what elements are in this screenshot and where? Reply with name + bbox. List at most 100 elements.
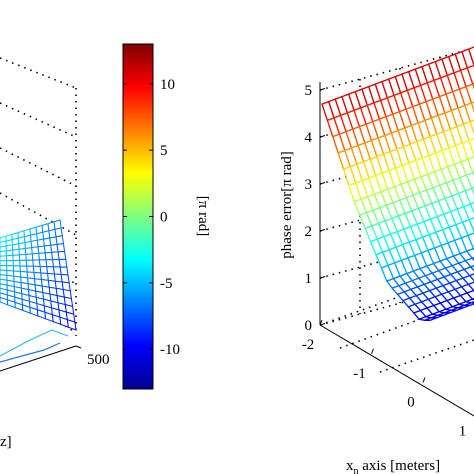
- left-mesh-cell: [66, 318, 77, 331]
- right-surface-mesh: [321, 46, 474, 321]
- left-x-axis-label: z]: [0, 434, 12, 450]
- right-floor-gridline: [319, 269, 474, 326]
- left-mesh-cell: [0, 260, 8, 267]
- left-mesh-cell: [0, 255, 8, 262]
- xlabel-main: x: [346, 458, 354, 474]
- right-mesh-cell: [467, 281, 474, 292]
- right-mesh-cell: [465, 83, 474, 104]
- left-mesh-cell: [56, 243, 66, 253]
- left-x-tick: [75, 345, 82, 349]
- left-gridline: [0, 102, 77, 138]
- right-z-tick-label: 5: [305, 83, 313, 99]
- colorbar-ticks: 10 5 0 -5 -10: [123, 77, 180, 358]
- right-mesh-cell: [465, 247, 474, 259]
- xlabel-rest: axis [meters]: [359, 458, 441, 474]
- left-gridline: [0, 57, 77, 89]
- left-mesh-cell: [19, 259, 28, 267]
- left-mesh-cell: [6, 260, 14, 267]
- colorbar-tick-label: 5: [160, 143, 168, 159]
- left-mesh-cell: [18, 247, 27, 256]
- right-z-tick-mark: [319, 229, 326, 232]
- left-mesh-cell: [26, 265, 35, 274]
- left-base-edge: [0, 345, 77, 372]
- left-contour: [0, 329, 69, 357]
- right-mesh-cell: [463, 266, 474, 277]
- left-contour: [0, 342, 61, 363]
- left-axes-box: [0, 57, 82, 372]
- left-mesh-cell: [5, 254, 14, 262]
- left-mesh-cell: [57, 250, 67, 260]
- left-gridline: [0, 147, 77, 187]
- right-z-tick-label: 3: [305, 177, 313, 193]
- right-z-tick-label: 2: [305, 224, 313, 240]
- right-mesh-cell: [461, 218, 474, 237]
- left-mesh-cell: [25, 259, 34, 267]
- right-z-tick-mark: [319, 323, 326, 326]
- left-mesh-cell: [18, 253, 27, 261]
- right-mesh-cell: [466, 64, 474, 86]
- left-mesh-cell: [12, 259, 21, 267]
- left-gridline: [0, 192, 77, 236]
- colorbar-label: [π rad]: [195, 196, 211, 236]
- colorbar-gradient: [122, 43, 154, 390]
- colorbar-tick-label: -5: [160, 276, 173, 292]
- right-mesh-cell: [470, 101, 474, 113]
- right-mesh-cell: [468, 273, 474, 282]
- right-mesh-cell: [468, 137, 474, 158]
- right-mesh-cell: [464, 257, 474, 268]
- left-mesh-cell: [59, 266, 69, 276]
- right-mesh-cell: [467, 232, 474, 250]
- right-z-tick-label: 0: [305, 318, 313, 334]
- right-mesh-cell: [471, 186, 474, 196]
- right-mesh-cell: [469, 265, 474, 272]
- right-mesh-cell: [464, 102, 474, 123]
- right-x-ticks: -2 -1 0 1: [302, 319, 467, 439]
- left-mesh-cell: [12, 254, 21, 262]
- left-mesh-cell: [32, 259, 41, 267]
- right-gridline: [319, 235, 474, 279]
- right-x-axis-label: xn axis [meters]: [346, 458, 440, 474]
- right-mesh-cell: [469, 202, 474, 215]
- right-x-tick-label: 0: [407, 395, 415, 411]
- xlabel-subscript: n: [354, 466, 359, 474]
- right-x-tick-label: -2: [302, 337, 315, 353]
- left-mesh-cell: [25, 253, 34, 261]
- left-mesh-cell: [24, 247, 33, 255]
- right-surface-plot: 5 4 3 2 1 0 -2 -1 0 1 phase error[π rad] xn axis…: [279, 46, 474, 474]
- right-mesh-cell: [465, 171, 474, 190]
- left-surface-plot: 500 z]: [0, 57, 110, 450]
- left-surface-mesh: [0, 219, 77, 363]
- left-mesh-cell: [58, 258, 68, 268]
- left-mesh-cell: [32, 265, 42, 274]
- right-z-tick-label: 1: [305, 271, 313, 287]
- right-z-tick-mark: [319, 276, 326, 279]
- left-x-tick-label: 500: [87, 352, 110, 368]
- right-x-tick-mark: [319, 319, 323, 326]
- colorbar-tick-label: 10: [160, 77, 175, 93]
- right-mesh-cell: [465, 289, 474, 300]
- right-x-tick-label: 1: [459, 423, 467, 439]
- right-mesh-cell: [471, 301, 474, 304]
- right-x-axis: [319, 324, 474, 417]
- right-gridline: [319, 47, 474, 91]
- right-floor-gridline: [379, 339, 474, 373]
- right-z-tick-mark: [319, 135, 326, 138]
- right-z-tick-mark: [319, 88, 326, 91]
- right-z-ticks: 5 4 3 2 1 0: [305, 83, 326, 334]
- colorbar: 10 5 0 -5 -10 [π rad]: [122, 43, 211, 390]
- right-mesh-cell: [461, 139, 474, 161]
- right-gridline: [319, 282, 474, 326]
- right-z-axis-label: phase error[π rad]: [279, 151, 295, 259]
- right-mesh-cell: [461, 48, 474, 69]
- right-z-tick-label: 4: [305, 130, 313, 146]
- right-x-tick-mark: [422, 377, 426, 383]
- colorbar-tick-label: -10: [160, 342, 180, 358]
- right-mesh-cell: [464, 187, 474, 205]
- left-mesh-cell: [55, 235, 64, 245]
- colorbar-tick-label: 0: [160, 210, 168, 226]
- right-mesh-cell: [466, 156, 474, 174]
- right-mesh-cell: [467, 46, 474, 67]
- right-gridline: [319, 188, 474, 232]
- right-x-tick-label: -1: [353, 366, 366, 382]
